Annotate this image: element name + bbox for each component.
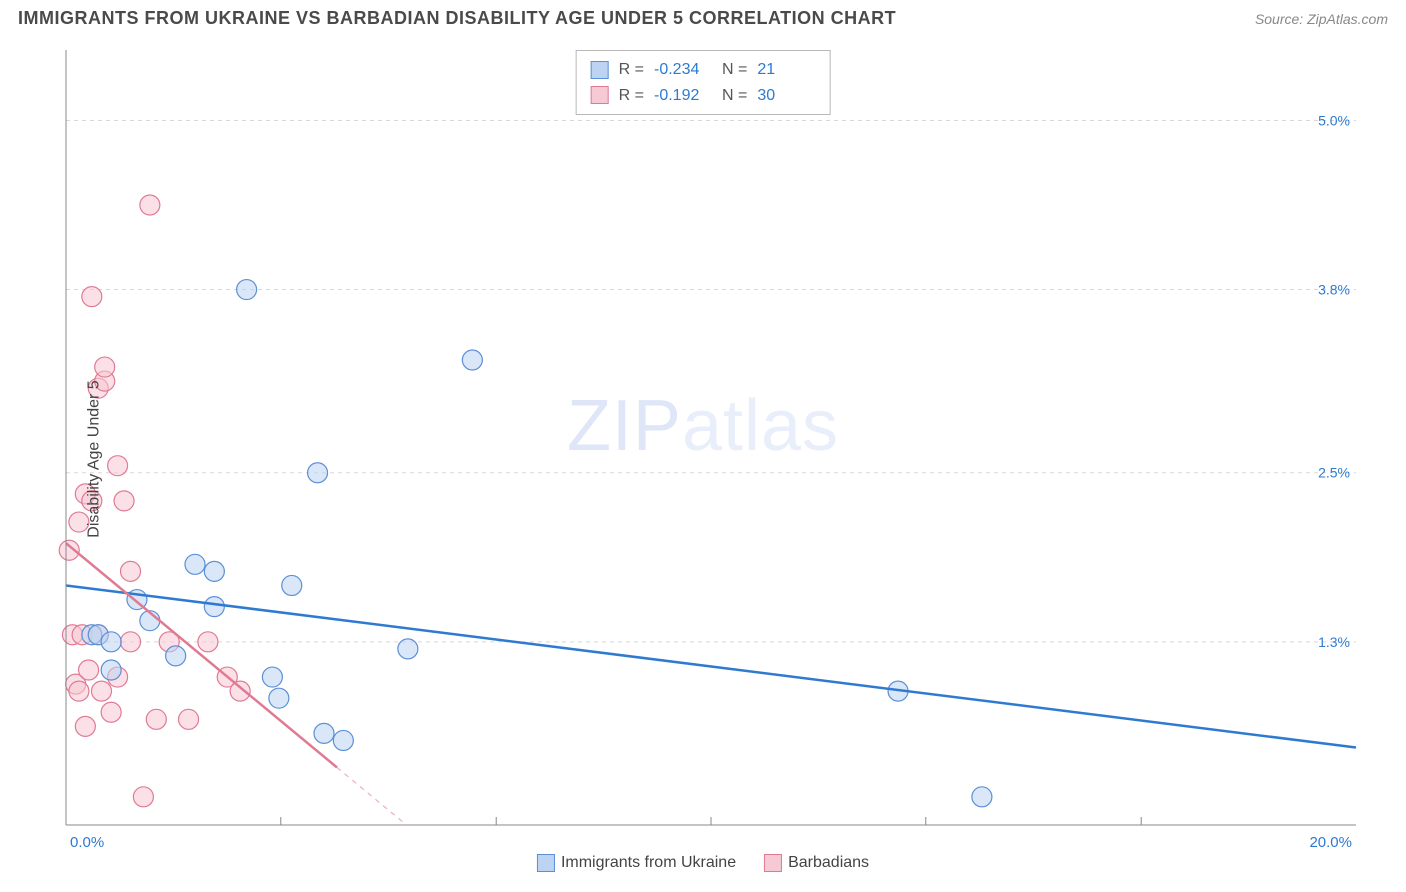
legend-r-value: -0.192	[654, 83, 712, 109]
y-axis-label: Disability Age Under 5	[86, 380, 104, 537]
series-legend: Immigrants from Ukraine Barbadians	[537, 854, 869, 872]
legend-n-value: 21	[757, 57, 815, 83]
correlation-legend: R = -0.234 N = 21 R = -0.192 N = 30	[576, 50, 831, 115]
legend-swatch	[764, 854, 782, 872]
svg-text:20.0%: 20.0%	[1309, 834, 1352, 851]
svg-text:1.3%: 1.3%	[1318, 634, 1350, 650]
legend-n-label: N =	[722, 83, 747, 109]
chart-title: IMMIGRANTS FROM UKRAINE VS BARBADIAN DIS…	[18, 8, 896, 29]
svg-text:3.8%: 3.8%	[1318, 282, 1350, 298]
legend-n-value: 30	[757, 83, 815, 109]
legend-n-label: N =	[722, 57, 747, 83]
legend-r-label: R =	[619, 83, 644, 109]
chart-container: Disability Age Under 5 1.3% 2.5% 3.8% 5.0% 0…	[18, 44, 1388, 874]
legend-r-value: -0.234	[654, 57, 712, 83]
legend-swatch	[591, 86, 609, 104]
series-legend-item: Immigrants from Ukraine	[537, 854, 736, 872]
legend-row: R = -0.192 N = 30	[591, 83, 816, 109]
svg-text:2.5%: 2.5%	[1318, 465, 1350, 481]
svg-text:0.0%: 0.0%	[70, 834, 104, 851]
legend-swatch	[591, 61, 609, 79]
legend-row: R = -0.234 N = 21	[591, 57, 816, 83]
scatter-chart: 1.3% 2.5% 3.8% 5.0% 0.0% 20.0%	[18, 44, 1388, 874]
series-label: Barbadians	[788, 854, 869, 871]
legend-r-label: R =	[619, 57, 644, 83]
svg-text:5.0%: 5.0%	[1318, 112, 1350, 128]
series-label: Immigrants from Ukraine	[561, 854, 736, 871]
series-legend-item: Barbadians	[764, 854, 869, 872]
source-attribution: Source: ZipAtlas.com	[1255, 11, 1388, 27]
legend-swatch	[537, 854, 555, 872]
